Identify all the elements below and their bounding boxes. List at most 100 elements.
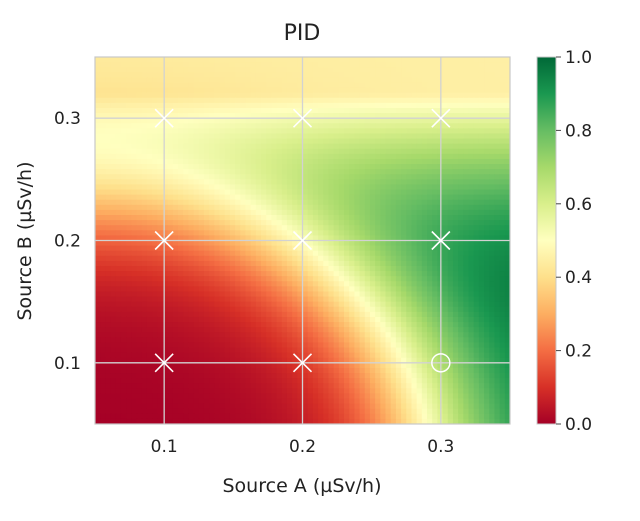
heatmap-cell [162, 220, 168, 226]
heatmap-cell [349, 190, 355, 196]
heatmap-cell [100, 62, 106, 68]
heatmap-cell [204, 220, 210, 226]
heatmap-cell [354, 67, 360, 73]
heatmap-cell [168, 62, 174, 68]
heatmap-cell [323, 363, 329, 369]
heatmap-cell [147, 332, 153, 338]
heatmap-cell [489, 342, 495, 348]
heatmap-cell [271, 123, 277, 129]
heatmap-cell [100, 342, 106, 348]
heatmap-cell [365, 307, 371, 313]
heatmap-cell [188, 363, 194, 369]
heatmap-cell [121, 297, 127, 303]
heatmap-cell [126, 133, 132, 139]
heatmap-cell [484, 281, 490, 287]
heatmap-cell [168, 174, 174, 180]
heatmap-cell [427, 128, 433, 134]
heatmap-cell [448, 57, 454, 63]
heatmap-cell [235, 123, 241, 129]
heatmap-cell [152, 93, 158, 99]
heatmap-cell [354, 225, 360, 231]
heatmap-cell [194, 353, 200, 359]
heatmap-cell [204, 363, 210, 369]
heatmap-cell [287, 174, 293, 180]
heatmap-cell [303, 200, 309, 206]
heatmap-cell [334, 57, 340, 63]
heatmap-cell [453, 67, 459, 73]
heatmap-cell [391, 159, 397, 165]
heatmap-cell [188, 57, 194, 63]
heatmap-cell [240, 312, 246, 318]
heatmap-cell [230, 327, 236, 333]
heatmap-cell [303, 307, 309, 313]
heatmap-cell [230, 246, 236, 252]
heatmap-cell [443, 184, 449, 190]
heatmap-cell [116, 93, 122, 99]
heatmap-cell [469, 230, 475, 236]
heatmap-cell [261, 133, 267, 139]
heatmap-cell [105, 241, 111, 247]
heatmap-cell [266, 200, 272, 206]
heatmap-cell [469, 322, 475, 328]
heatmap-cell [370, 195, 376, 201]
heatmap-cell [427, 281, 433, 287]
heatmap-cell [375, 164, 381, 170]
heatmap-cell [230, 312, 236, 318]
heatmap-cell [458, 337, 464, 343]
heatmap-cell [105, 169, 111, 175]
heatmap-cell [479, 67, 485, 73]
heatmap-cell [230, 77, 236, 83]
heatmap-cell [349, 200, 355, 206]
heatmap-cell [344, 82, 350, 88]
heatmap-cell [287, 251, 293, 257]
heatmap-cell [406, 302, 412, 308]
heatmap-cell [308, 149, 314, 155]
heatmap-cell [142, 220, 148, 226]
heatmap-cell [168, 210, 174, 216]
heatmap-cell [162, 332, 168, 338]
heatmap-cell [370, 220, 376, 226]
heatmap-cell [469, 251, 475, 257]
heatmap-cell [469, 342, 475, 348]
heatmap-cell [448, 281, 454, 287]
heatmap-cell [323, 159, 329, 165]
heatmap-cell [178, 205, 184, 211]
heatmap-cell [401, 302, 407, 308]
heatmap-cell [277, 67, 283, 73]
heatmap-cell [126, 246, 132, 252]
heatmap-cell [100, 220, 106, 226]
heatmap-cell [162, 297, 168, 303]
heatmap-cell [386, 133, 392, 139]
heatmap-cell [489, 261, 495, 267]
heatmap-cell [183, 118, 189, 124]
heatmap-cell [95, 225, 101, 231]
heatmap-cell [484, 368, 490, 374]
heatmap-cell [261, 93, 267, 99]
heatmap-cell [100, 57, 106, 63]
heatmap-cell [339, 297, 345, 303]
heatmap-cell [494, 281, 500, 287]
heatmap-cell [313, 215, 319, 221]
heatmap-cell [484, 98, 490, 104]
heatmap-cell [266, 154, 272, 160]
heatmap-cell [427, 164, 433, 170]
heatmap-cell [173, 128, 179, 134]
heatmap-cell [313, 123, 319, 129]
heatmap-cell [354, 184, 360, 190]
heatmap-cell [131, 312, 137, 318]
heatmap-cell [287, 123, 293, 129]
heatmap-cell [126, 276, 132, 282]
heatmap-cell [157, 215, 163, 221]
heatmap-cell [105, 77, 111, 83]
heatmap-cell [183, 108, 189, 114]
heatmap-cell [168, 159, 174, 165]
heatmap-cell [204, 353, 210, 359]
heatmap-cell [365, 297, 371, 303]
heatmap-cell [220, 128, 226, 134]
heatmap-cell [427, 98, 433, 104]
heatmap-cell [318, 230, 324, 236]
heatmap-cell [261, 169, 267, 175]
heatmap-cell [334, 88, 340, 94]
heatmap-cell [334, 93, 340, 99]
heatmap-cell [380, 72, 386, 78]
